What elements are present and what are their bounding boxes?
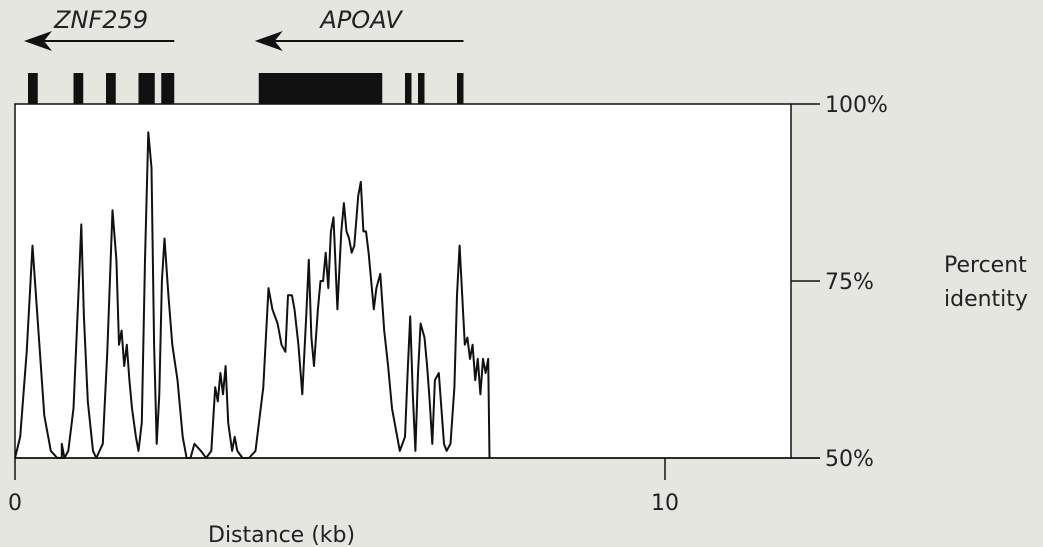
- x-axis-title: Distance (kb): [208, 523, 355, 547]
- exon-block: [405, 73, 412, 104]
- axes: 0 10 50% 75% 100%: [8, 93, 888, 516]
- gene-arrow-head: [24, 31, 52, 51]
- x-tick-label: 0: [8, 491, 22, 516]
- y-tick-label: 50%: [825, 447, 874, 472]
- x-tick-label: 10: [651, 491, 679, 516]
- exon-block: [138, 73, 155, 104]
- gene-arrow-head: [254, 31, 283, 51]
- exon-block: [457, 73, 464, 104]
- y-axis-title: Percent: [944, 253, 1027, 278]
- exon-block: [258, 73, 383, 104]
- exon-block: [418, 73, 425, 104]
- gene-label: ZNF259: [53, 6, 148, 34]
- gene-label: APOAV: [318, 6, 403, 34]
- exon-block: [73, 73, 84, 104]
- gene-annotations: ZNF259 APOAV: [24, 6, 464, 104]
- y-axis-title-line2: identity: [944, 287, 1028, 312]
- exon-block: [161, 73, 175, 104]
- y-tick-label: 75%: [825, 270, 874, 295]
- percent-identity-line: [14, 131, 491, 459]
- exon-block: [106, 73, 116, 104]
- y-tick-label: 100%: [825, 93, 888, 118]
- exon-block: [28, 73, 38, 104]
